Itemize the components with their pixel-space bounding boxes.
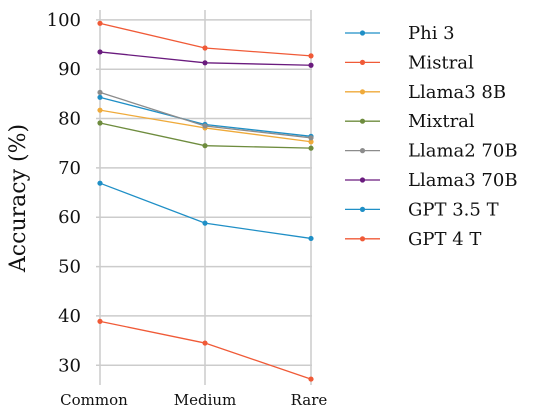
series-llama2-70b	[97, 89, 314, 141]
legend-label: Mixtral	[408, 111, 475, 132]
legend-swatch-marker	[359, 59, 366, 65]
legend-swatch-marker	[359, 30, 366, 36]
y-tick-label: 90	[58, 59, 81, 80]
data-point	[308, 235, 314, 242]
x-tick-label: Rare	[291, 391, 328, 409]
series-gpt-3-5-t	[97, 180, 314, 242]
legend-swatch-marker	[359, 148, 366, 154]
y-tick-label: 60	[58, 207, 81, 228]
y-axis-ticks: 30 40 50 60 70 80 90 100	[47, 10, 81, 376]
legend-label: GPT 4 T	[408, 229, 481, 250]
legend-label: GPT 3.5 T	[408, 199, 499, 220]
series-lines	[97, 20, 314, 382]
data-point	[97, 107, 103, 113]
legend-entry: GPT 4 T	[345, 229, 481, 250]
data-point	[97, 49, 103, 55]
data-point	[97, 318, 103, 324]
data-point	[202, 123, 208, 129]
legend-entry: Llama2 70B	[345, 141, 518, 162]
data-point	[97, 180, 103, 186]
legend-label: Llama2 70B	[408, 141, 518, 162]
data-point	[97, 120, 103, 126]
data-point	[202, 143, 208, 149]
x-tick-label: Medium	[174, 391, 237, 409]
legend-entry: Mistral	[345, 52, 474, 73]
legend-entry: Llama3 70B	[345, 170, 518, 191]
legend-swatch-marker	[359, 206, 366, 212]
y-tick-label: 80	[58, 109, 81, 130]
legend-swatch-marker	[359, 118, 366, 124]
data-point	[97, 20, 103, 26]
series-mixtral	[97, 120, 314, 151]
y-tick-label: 50	[58, 257, 81, 278]
y-tick-label: 100	[47, 10, 81, 31]
grid	[96, 10, 312, 385]
data-point	[202, 220, 208, 226]
legend-label: Mistral	[408, 52, 474, 73]
legend-swatch-marker	[359, 177, 366, 183]
legend-entry: GPT 3.5 T	[345, 199, 499, 220]
data-point	[97, 89, 103, 96]
legend-swatch-marker	[359, 89, 366, 95]
series-gpt-4-t	[97, 318, 314, 382]
y-tick-label: 30	[58, 355, 81, 376]
data-point	[202, 60, 208, 66]
legend-entry: Phi 3	[345, 23, 455, 44]
data-point	[97, 94, 103, 100]
data-point	[308, 135, 314, 141]
y-tick-label: 70	[58, 158, 81, 179]
data-point	[308, 145, 314, 151]
x-tick-label: Common	[60, 391, 128, 409]
data-point	[202, 45, 208, 51]
legend-entry: Llama3 8B	[345, 82, 506, 103]
data-point	[202, 340, 208, 346]
data-point	[308, 139, 314, 145]
legend-swatch-marker	[359, 236, 366, 242]
data-point	[308, 62, 314, 68]
legend: Phi 3 Mistral Llama3 8B Mixtral Llama2 70B Ll…	[345, 23, 518, 250]
legend-entry: Mixtral	[345, 111, 475, 132]
data-point	[308, 376, 314, 382]
x-axis-ticks: Common Medium Rare	[60, 391, 327, 409]
series-llama3-70b	[97, 49, 314, 68]
legend-label: Phi 3	[408, 23, 455, 44]
series-mistral	[97, 20, 314, 59]
y-tick-label: 40	[58, 306, 81, 327]
y-axis-label: Accuracy (%)	[6, 124, 31, 273]
data-point	[308, 53, 314, 59]
legend-label: Llama3 70B	[408, 170, 518, 191]
legend-label: Llama3 8B	[408, 82, 506, 103]
